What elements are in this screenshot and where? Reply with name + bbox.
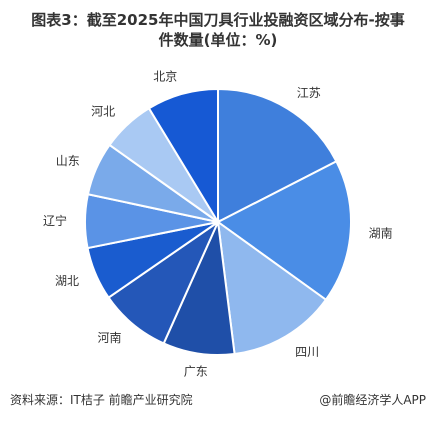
pie-slice-江苏: [217, 87, 338, 224]
slice-label-河南: 河南: [97, 330, 121, 345]
slice-label-湖南: 湖南: [369, 225, 393, 240]
chart-title: 图表3：截至2025年中国刀具行业投融资区域分布-按事 件数量(单位：%): [12, 10, 424, 50]
slice-label-湖北: 湖北: [55, 273, 79, 288]
brand: @前瞻经济学人APP: [319, 391, 426, 408]
brand-text: @前瞻经济学人APP: [319, 393, 426, 407]
slice-label-北京: 北京: [153, 70, 177, 84]
source-text: 资料来源：IT桔子 前瞻产业研究院: [10, 393, 193, 407]
pie-slice-北京: [147, 87, 219, 226]
footer: 资料来源：IT桔子 前瞻产业研究院 @前瞻经济学人APP: [10, 391, 426, 408]
chart-title-line-1: 图表3：截至2025年中国刀具行业投融资区域分布-按事: [31, 11, 405, 29]
slice-label-四川: 四川: [295, 345, 319, 359]
slice-label-辽宁: 辽宁: [43, 213, 67, 228]
pie-slice-湖南: [216, 160, 352, 302]
slice-label-河北: 河北: [91, 104, 115, 118]
slice-label-江苏: 江苏: [297, 86, 321, 100]
pie-slice-四川: [216, 219, 328, 356]
slice-label-山东: 山东: [56, 154, 80, 168]
slice-label-广东: 广东: [184, 364, 208, 378]
chart-title-line-2: 件数量(单位：%): [158, 31, 278, 49]
